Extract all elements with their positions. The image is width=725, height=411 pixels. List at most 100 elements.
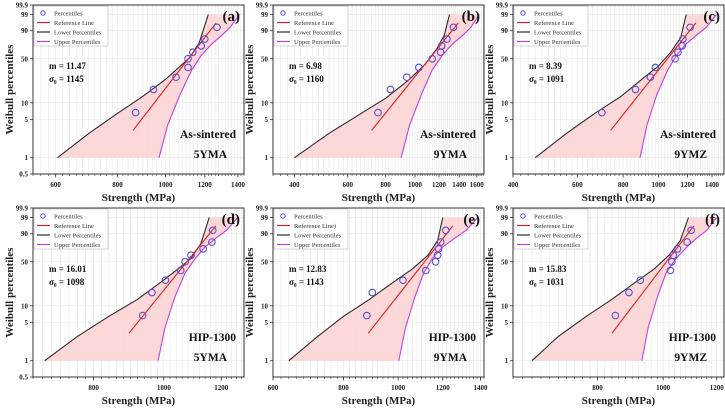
legend-percentiles: Percentiles: [534, 10, 563, 17]
y-tick-label: 99: [261, 11, 269, 19]
y-tick-label: 90: [21, 230, 29, 238]
legend: Percentiles Reference Line Lower Percentil…: [33, 208, 109, 250]
legend-percentiles: Percentiles: [294, 213, 323, 220]
x-tick-label: 1600: [470, 181, 485, 189]
y-tick-label: 1: [25, 154, 29, 162]
x-tick-label: 400: [289, 181, 300, 189]
x-tick-label: 600: [268, 384, 279, 392]
legend: Percentiles Reference Line Lower Percentil…: [513, 208, 589, 250]
y-tick-label: 10: [261, 99, 269, 107]
plot-frame: [32, 4, 245, 175]
confidence-band: [57, 14, 240, 158]
data-point: [188, 48, 197, 57]
legend-reference-line: Reference Line: [54, 20, 94, 27]
y-axis-label: Weibull percentiles: [484, 247, 496, 338]
panel-label: (f): [705, 212, 720, 228]
x-axis-label: Strength (MPa): [342, 395, 416, 407]
y-axis-label: Weibull percentiles: [244, 44, 256, 135]
y-tick-label: 5: [25, 319, 29, 327]
data-point: [197, 41, 206, 50]
material-label: 9YMA: [434, 352, 468, 364]
y-tick-label: 5: [505, 319, 509, 327]
x-axis-label: Strength (MPa): [582, 192, 656, 204]
data-point: [422, 266, 430, 275]
legend-reference-line: Reference Line: [534, 223, 574, 230]
data-point: [687, 226, 696, 235]
x-tick-label: 400: [508, 181, 519, 189]
data-point: [208, 226, 217, 235]
legend-box: [273, 208, 349, 250]
condition-label: As-sintered: [180, 129, 237, 141]
plot-frame: [272, 4, 485, 175]
panel-label: (c): [703, 9, 720, 25]
y-tick-label: 99: [501, 214, 509, 222]
y-tick-label: 99: [21, 11, 29, 19]
legend-marker-circle: [520, 10, 526, 16]
legend-reference-line: Reference Line): [294, 223, 336, 230]
panel-label: (a): [223, 9, 241, 25]
lower-percentiles-line: [534, 14, 687, 159]
legend-upper-percentiles: Upper Percentiles: [294, 39, 341, 46]
data-point: [184, 63, 192, 72]
y-tick-label: 99.9: [16, 2, 29, 10]
plot-frame: [272, 207, 485, 378]
legend-marker-circle: [40, 213, 46, 219]
x-tick-label: 1000: [656, 384, 671, 392]
x-tick-label: 600: [50, 181, 61, 189]
legend-box: [513, 208, 589, 250]
y-tick-label: 50: [261, 55, 269, 63]
x-tick-label: 1400: [231, 181, 246, 189]
data-point: [651, 63, 660, 72]
x-tick-label: 1400: [452, 181, 467, 189]
legend-box: [513, 5, 589, 47]
legend-lower-percentiles: Lower Percentiles: [534, 232, 582, 239]
data-point: [443, 35, 451, 43]
panel-label: (b): [462, 9, 480, 25]
x-tick-label: 1200: [198, 181, 213, 189]
panel-label: (d): [222, 212, 240, 228]
y-tick-label: 5: [265, 116, 269, 124]
y-tick-label: 90: [501, 230, 509, 238]
upper-percentiles-line: [641, 217, 718, 361]
data-point: [636, 276, 645, 285]
legend-box: [273, 5, 349, 47]
data-point: [631, 85, 640, 94]
upper-percentiles-line: [158, 14, 240, 158]
data-point: [437, 41, 446, 50]
reference-line: [367, 225, 454, 334]
data-point: [149, 85, 158, 94]
data-point: [666, 266, 675, 275]
data-point: [199, 244, 207, 253]
y-tick-label: 1: [505, 357, 509, 365]
legend-marker-circle: [40, 10, 46, 16]
legend-marker-circle: [520, 213, 526, 219]
panel-label: (e): [463, 212, 480, 228]
legend-box: [33, 5, 109, 47]
y-axis-label: Weibull percentiles: [4, 247, 16, 338]
characteristic-strength: σ₀ = 1098: [49, 277, 85, 287]
data-point: [138, 311, 147, 320]
data-point: [386, 85, 395, 94]
data-point: [598, 108, 606, 117]
legend-upper-percentiles: Upper Percentiles: [534, 39, 581, 46]
y-tick-label: 99: [501, 11, 509, 19]
y-tick-label: 99: [261, 214, 269, 222]
data-point: [368, 288, 377, 297]
x-tick-label: 1000: [159, 181, 174, 189]
legend-reference-line: Reference Line: [534, 20, 574, 27]
legend-percentiles: Percentiles: [54, 10, 83, 17]
x-tick-label: 800: [88, 384, 99, 392]
data-point: [449, 23, 458, 32]
y-tick-label: 5: [25, 116, 29, 124]
x-tick-label: 1200: [432, 181, 447, 189]
legend-marker-circle: [280, 10, 286, 16]
legend-percentiles: Percentiles: [294, 10, 323, 17]
x-tick-label: 1000: [408, 181, 423, 189]
material-label: 5YMA: [194, 352, 228, 364]
legend-lower-percentiles: Lower Percentiles: [534, 29, 582, 36]
legend: Percentiles Reference Line Lower Percentil…: [273, 5, 349, 47]
x-tick-label: 1200: [710, 384, 725, 392]
